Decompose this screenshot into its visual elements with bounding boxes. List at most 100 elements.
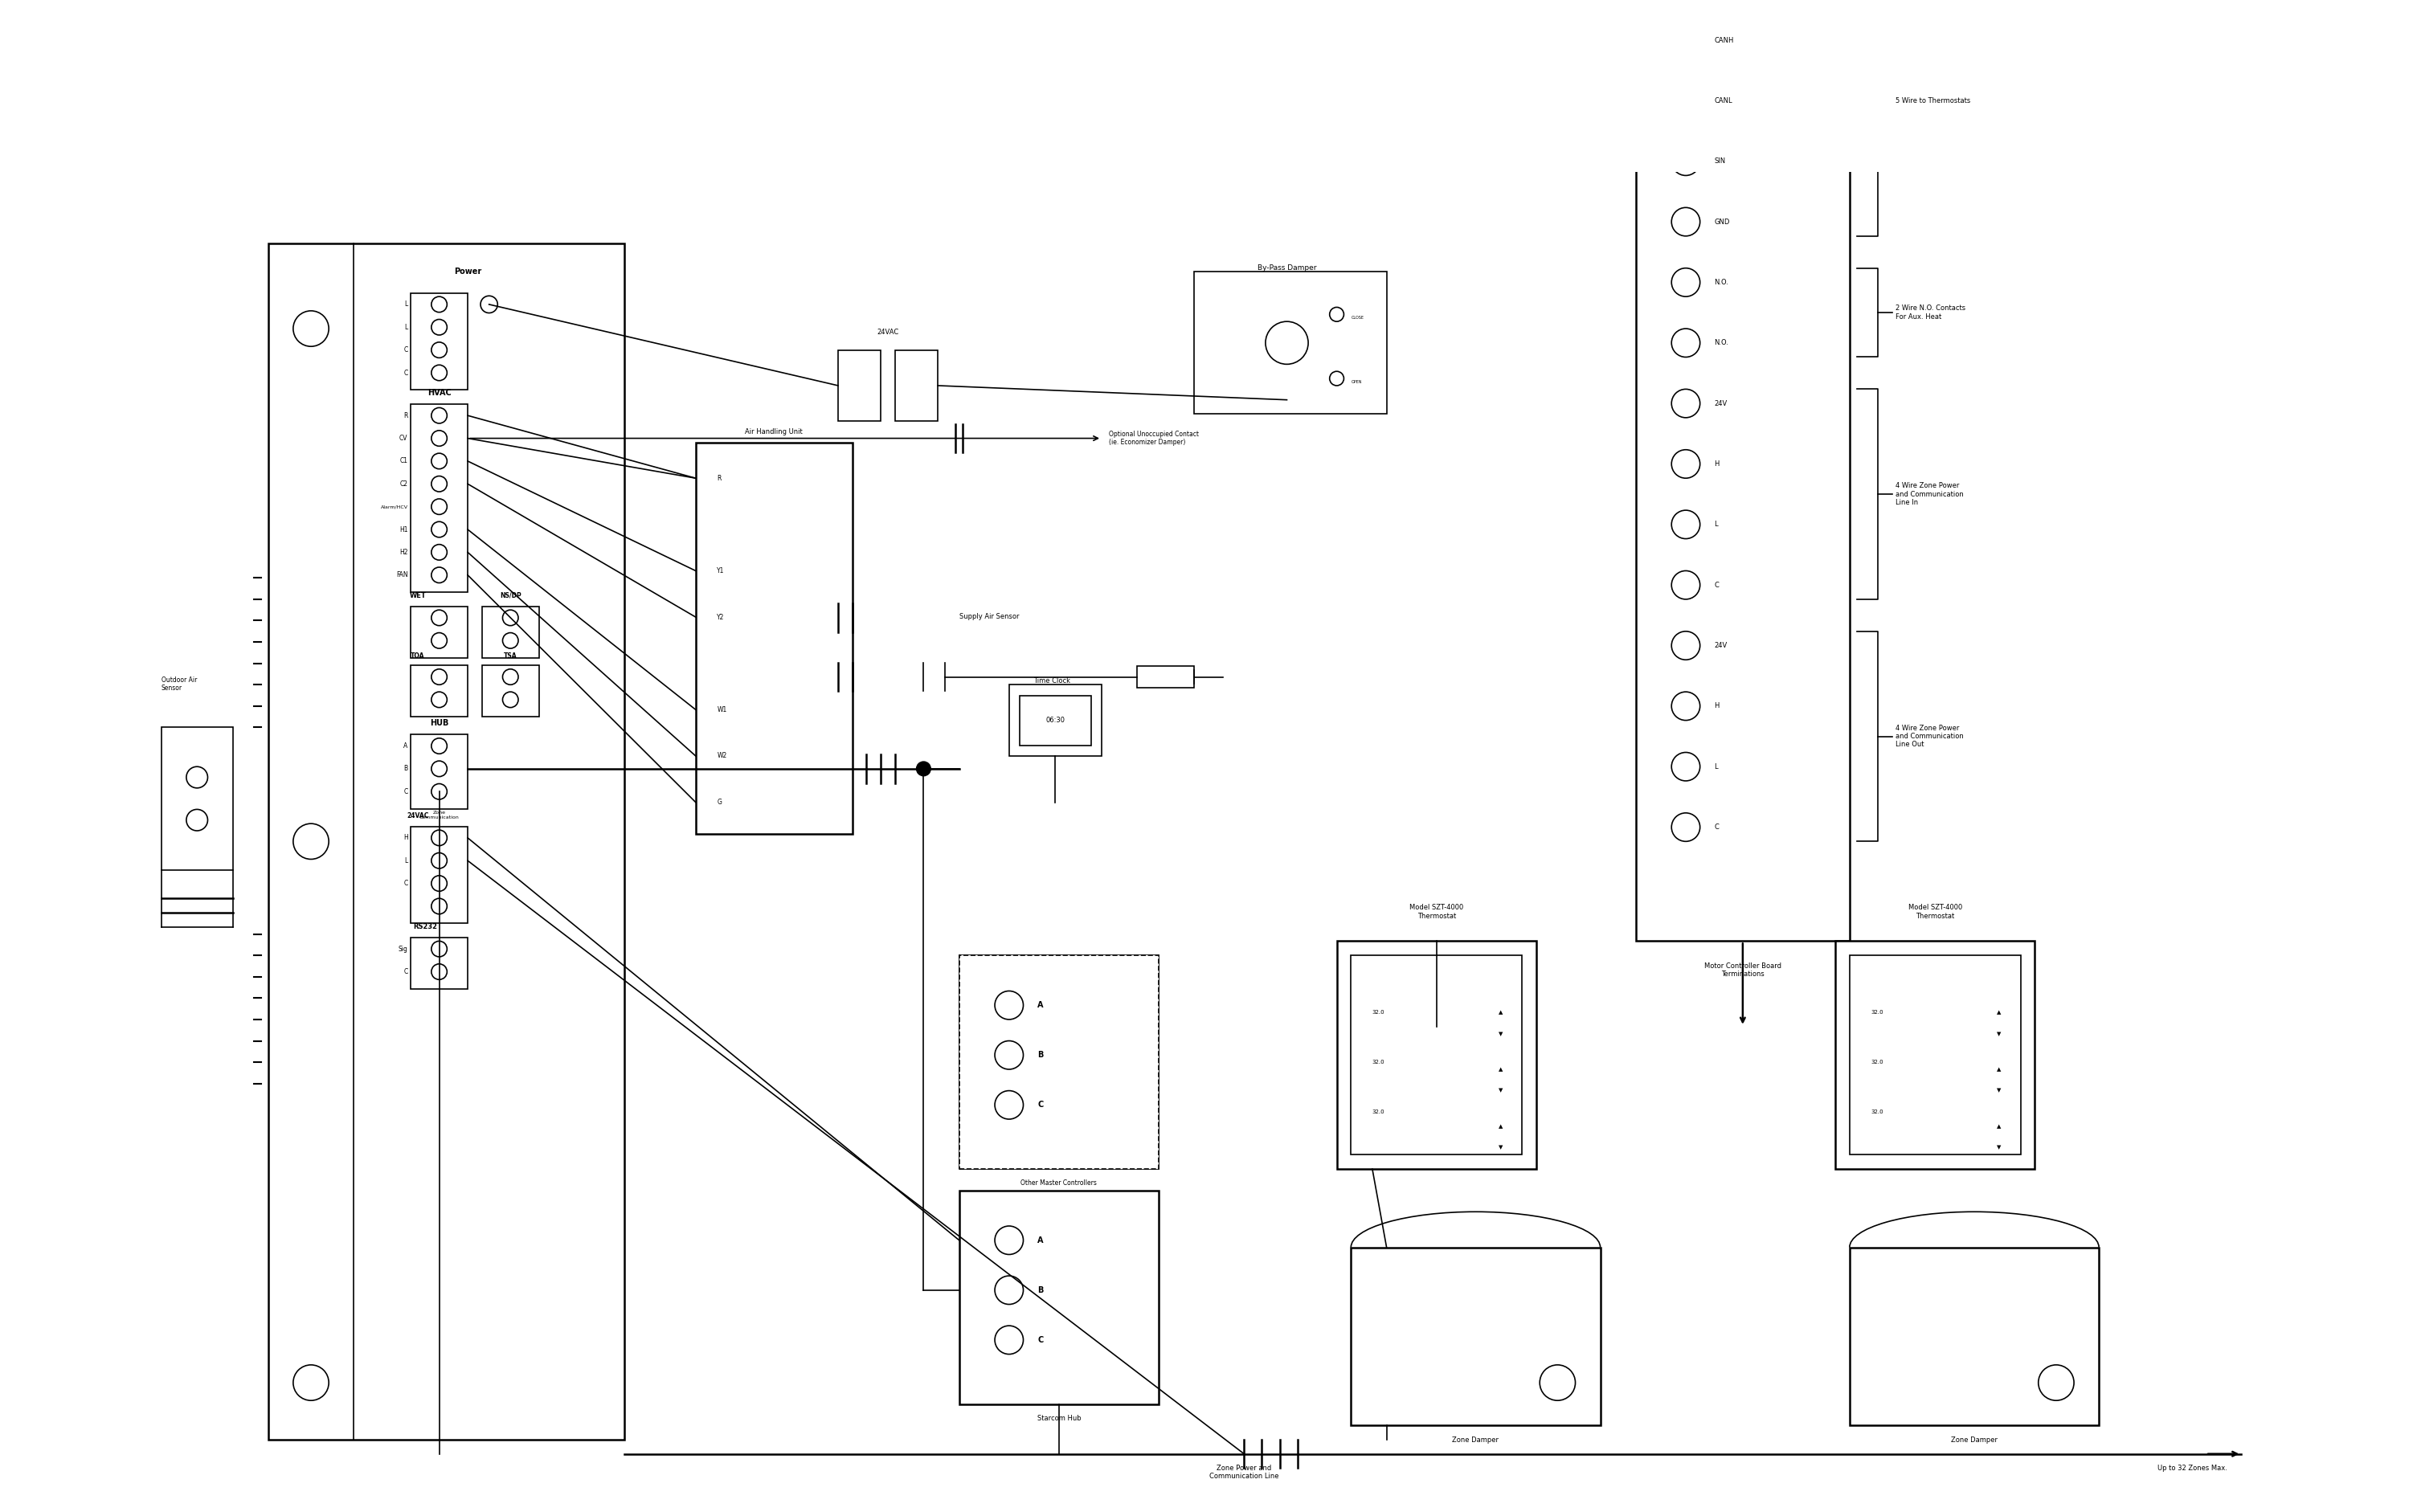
Circle shape — [996, 990, 1022, 1019]
Circle shape — [1673, 268, 1699, 296]
Text: H: H — [1714, 460, 1718, 467]
Text: L: L — [1714, 520, 1718, 528]
Text: GND: GND — [1714, 218, 1731, 225]
Text: Outdoor Air
Sensor: Outdoor Air Sensor — [162, 676, 198, 692]
Circle shape — [430, 609, 447, 626]
Bar — [960, 956, 1158, 1169]
Circle shape — [430, 965, 447, 980]
Text: ▲: ▲ — [1996, 1067, 2001, 1072]
Text: Supply Air Sensor: Supply Air Sensor — [960, 612, 1020, 620]
Text: ▲: ▲ — [1996, 1010, 2001, 1015]
Circle shape — [292, 824, 329, 859]
Circle shape — [1673, 510, 1699, 538]
Text: 32.0: 32.0 — [1871, 1110, 1883, 1114]
Text: Zone
Communication: Zone Communication — [418, 810, 459, 820]
Text: Up to 32 Zones Max.: Up to 32 Zones Max. — [2158, 1465, 2226, 1471]
Circle shape — [292, 1365, 329, 1400]
Text: HUB: HUB — [430, 720, 450, 727]
Circle shape — [430, 296, 447, 313]
Circle shape — [996, 1326, 1022, 1355]
Circle shape — [430, 544, 447, 559]
Text: H: H — [404, 835, 408, 842]
Bar — [894, 349, 938, 422]
Text: L: L — [404, 301, 408, 308]
Circle shape — [503, 609, 517, 626]
Circle shape — [503, 632, 517, 649]
Circle shape — [430, 476, 447, 491]
Text: 32.0: 32.0 — [1373, 1060, 1385, 1064]
Bar — [1138, 667, 1194, 688]
Text: 5 Wire to Thermostats: 5 Wire to Thermostats — [1895, 97, 1970, 104]
Text: 24VAC: 24VAC — [877, 328, 899, 336]
Bar — [411, 937, 469, 989]
Text: WET: WET — [408, 593, 425, 599]
Circle shape — [481, 296, 498, 313]
Text: 32.0: 32.0 — [1373, 1110, 1385, 1114]
Circle shape — [430, 761, 447, 777]
Circle shape — [916, 762, 931, 776]
Text: C: C — [404, 880, 408, 888]
Text: G: G — [718, 798, 723, 806]
Text: C: C — [404, 788, 408, 795]
Circle shape — [430, 454, 447, 469]
Bar — [1008, 685, 1102, 756]
Bar — [1835, 940, 2035, 1169]
Circle shape — [1329, 307, 1344, 322]
Text: FAN: FAN — [396, 572, 408, 579]
Text: 06:30: 06:30 — [1047, 717, 1066, 724]
Text: ▲: ▲ — [1499, 1067, 1503, 1072]
Circle shape — [186, 809, 208, 830]
Text: C: C — [1037, 1337, 1044, 1344]
Circle shape — [430, 692, 447, 708]
Bar — [411, 735, 469, 809]
Text: C: C — [404, 968, 408, 975]
Text: Air Handling Unit: Air Handling Unit — [744, 428, 802, 435]
Text: OPEN: OPEN — [1351, 380, 1361, 384]
Bar — [411, 293, 469, 390]
Text: C: C — [1037, 1101, 1044, 1108]
Text: N.O.: N.O. — [1714, 339, 1728, 346]
Text: RS232: RS232 — [413, 924, 437, 930]
Circle shape — [2038, 1365, 2074, 1400]
Text: SIN: SIN — [1714, 157, 1726, 165]
Text: Zone Damper: Zone Damper — [1453, 1436, 1499, 1444]
Text: H: H — [1714, 703, 1718, 709]
Circle shape — [1673, 328, 1699, 357]
Text: ▲: ▲ — [1996, 1123, 2001, 1128]
Text: 4 Wire Zone Power
and Communication
Line Out: 4 Wire Zone Power and Communication Line… — [1895, 724, 1965, 748]
Text: CANH: CANH — [1714, 36, 1733, 44]
Bar — [411, 665, 469, 717]
Text: Optional Unoccupied Contact
(ie. Economizer Damper): Optional Unoccupied Contact (ie. Economi… — [1109, 431, 1199, 446]
Text: TOA: TOA — [411, 653, 425, 659]
Text: TSA: TSA — [503, 653, 517, 659]
Circle shape — [1673, 389, 1699, 417]
Circle shape — [1673, 813, 1699, 841]
Text: A: A — [1037, 1237, 1044, 1244]
Bar — [1849, 1247, 2098, 1426]
Text: ▼: ▼ — [1499, 1089, 1503, 1093]
Circle shape — [430, 830, 447, 845]
Bar — [1194, 272, 1387, 414]
Circle shape — [430, 738, 447, 754]
Bar — [1351, 956, 1523, 1155]
Text: R: R — [404, 411, 408, 419]
Circle shape — [430, 875, 447, 891]
Circle shape — [430, 940, 447, 957]
Text: Y1: Y1 — [718, 567, 725, 575]
Text: Y2: Y2 — [718, 614, 725, 621]
Bar — [1351, 1247, 1600, 1426]
Circle shape — [996, 1276, 1022, 1305]
Text: C: C — [1714, 824, 1718, 830]
Text: C1: C1 — [399, 458, 408, 464]
Text: H2: H2 — [399, 549, 408, 556]
Text: L: L — [404, 324, 408, 331]
Text: H1: H1 — [399, 526, 408, 534]
Text: By-Pass Damper: By-Pass Damper — [1257, 265, 1317, 272]
Circle shape — [1329, 372, 1344, 386]
Bar — [162, 727, 232, 869]
Circle shape — [1673, 26, 1699, 54]
Text: 32.0: 32.0 — [1373, 1010, 1385, 1015]
Circle shape — [1673, 570, 1699, 599]
Circle shape — [430, 408, 447, 423]
Text: ▼: ▼ — [1499, 1031, 1503, 1036]
